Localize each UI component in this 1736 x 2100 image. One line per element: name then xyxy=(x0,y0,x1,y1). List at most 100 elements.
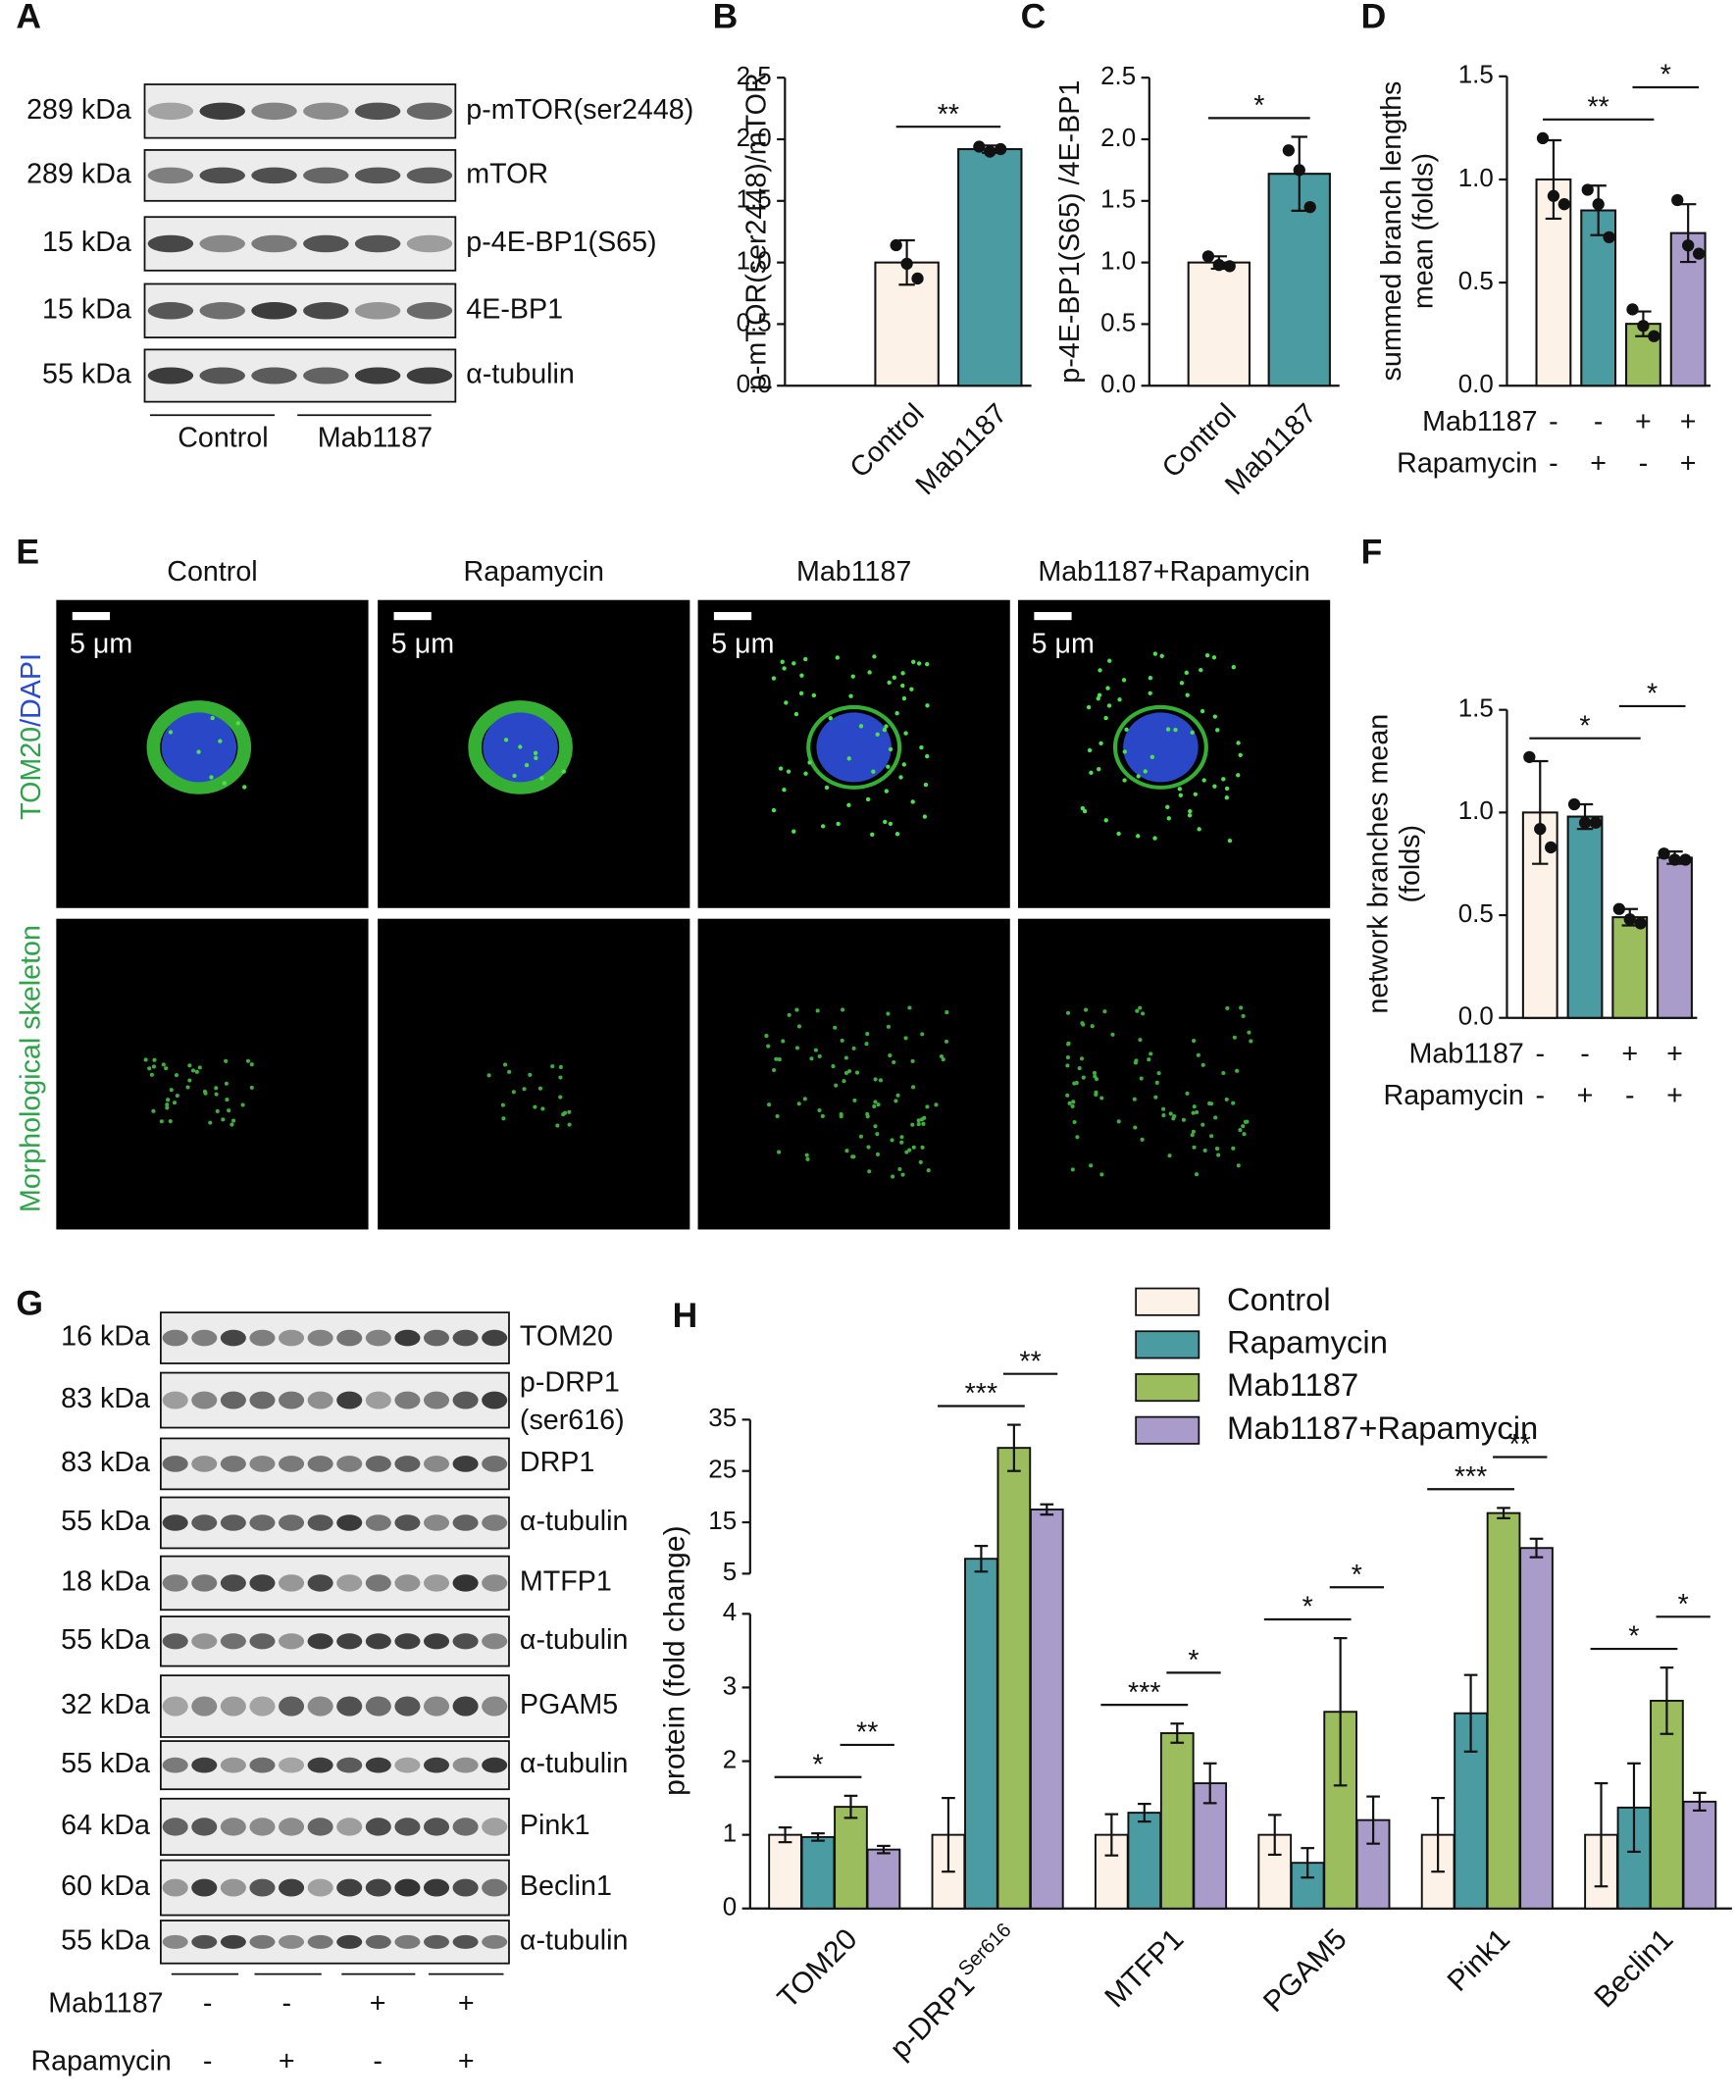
skeleton-dot xyxy=(766,1044,771,1049)
blot-band xyxy=(394,1757,421,1773)
skeleton-dot xyxy=(567,1109,572,1114)
mito-dot xyxy=(798,691,804,696)
skeleton-dot xyxy=(558,1095,563,1100)
skeleton-dot xyxy=(886,1011,891,1016)
mito-ring xyxy=(146,700,252,794)
scale-bar-label: 5 μm xyxy=(70,629,132,660)
mito-dot xyxy=(811,692,817,698)
mito-dot xyxy=(888,746,894,752)
skeleton-dot xyxy=(1066,1041,1071,1046)
skeleton-dot xyxy=(1139,1076,1144,1081)
blot-band xyxy=(354,102,401,121)
skeleton-dot xyxy=(920,1145,925,1150)
scale-bar-label: 5 μm xyxy=(391,629,454,660)
bar xyxy=(866,1848,901,1910)
skeleton-dot xyxy=(1249,1039,1253,1044)
significance-label: * xyxy=(812,1749,823,1780)
mito-dot xyxy=(534,755,538,760)
skeleton-dot xyxy=(1235,1068,1240,1073)
mito-dot xyxy=(1166,816,1171,821)
column-title: Mab1187 xyxy=(796,556,911,588)
skeleton-dot xyxy=(1084,1007,1089,1012)
significance-label: *** xyxy=(1128,1677,1160,1709)
bar xyxy=(1566,815,1604,1019)
mito-dot xyxy=(1236,773,1241,778)
skeleton-dot xyxy=(1231,1146,1236,1151)
skeleton-dot xyxy=(214,1086,219,1091)
blot-band xyxy=(220,1757,246,1773)
blot-name: α-tubulin xyxy=(520,1506,629,1537)
skeleton-dot xyxy=(1065,1063,1070,1068)
mito-ring xyxy=(468,700,573,794)
panel-letter: B xyxy=(713,0,739,35)
skeleton-dot xyxy=(920,1032,925,1037)
blot-band xyxy=(162,1391,188,1409)
mito-dot xyxy=(888,821,894,827)
x-tick-label: p-DRP1Ser616 xyxy=(880,1919,1027,2066)
blot-band xyxy=(147,367,194,384)
y-tick-label: 0.5 xyxy=(1458,268,1494,295)
blot-band xyxy=(482,1329,508,1347)
y-tick-label: 1.5 xyxy=(737,186,772,214)
legend-label: Control xyxy=(1227,1281,1331,1317)
skeleton-dot xyxy=(1213,1115,1218,1120)
skeleton-dot xyxy=(1192,1104,1197,1109)
blot-frame xyxy=(160,1920,510,1965)
skeleton-dot xyxy=(175,1093,179,1099)
skeleton-dot xyxy=(805,1156,810,1161)
blot-band xyxy=(394,1878,421,1897)
mito-dot xyxy=(835,655,841,660)
blot-band xyxy=(365,1329,391,1347)
skeleton-dot xyxy=(945,1010,949,1015)
blot-band xyxy=(423,1757,450,1773)
skeleton-dot xyxy=(900,1172,905,1177)
blot-band xyxy=(307,1818,333,1836)
mito-dot xyxy=(887,680,892,686)
mito-dot xyxy=(820,824,826,829)
blot-band xyxy=(406,167,453,184)
blot-image xyxy=(160,1740,510,1791)
mito-dot xyxy=(235,721,240,726)
skeleton-dot xyxy=(875,1132,880,1137)
bar xyxy=(1290,1862,1325,1910)
blot-band xyxy=(452,1633,479,1650)
data-point xyxy=(1578,816,1592,829)
blot-band xyxy=(482,1633,508,1650)
x-tick-label: Beclin1 xyxy=(1588,1922,1679,2014)
skeleton-dot xyxy=(1245,1119,1250,1124)
skeleton-dot xyxy=(1099,1096,1104,1101)
blot-size: 32 kDa xyxy=(61,1689,150,1720)
blot-band xyxy=(251,102,297,121)
skeleton-dot xyxy=(561,1112,566,1117)
skeleton-dot xyxy=(1089,1163,1094,1168)
skeleton-dot xyxy=(1209,1101,1214,1106)
skeleton-dot xyxy=(168,1119,173,1124)
blot-band xyxy=(336,1934,363,1949)
y-axis-title: mean (folds) xyxy=(1408,153,1440,309)
mito-dot xyxy=(1143,769,1148,774)
skeleton-dot xyxy=(550,1064,555,1069)
skeleton-dot xyxy=(1216,1152,1221,1157)
blot-frame xyxy=(160,1496,510,1550)
blot-band xyxy=(394,1329,421,1347)
skeleton-dot xyxy=(1070,1103,1075,1108)
y-tick-label: 0.0 xyxy=(737,371,772,398)
significance-label: ** xyxy=(1019,1346,1041,1377)
significance-label: * xyxy=(1647,679,1658,710)
mito-dot xyxy=(786,769,791,774)
treatment-sign: + xyxy=(1635,406,1652,437)
blot-band xyxy=(406,102,453,121)
skeleton-dot xyxy=(187,1063,192,1068)
skeleton-dot xyxy=(1133,1125,1138,1130)
blot-band xyxy=(406,302,453,320)
significance-label: * xyxy=(1188,1645,1199,1676)
treatment-sign: + xyxy=(1666,1039,1683,1070)
blot-name: α-tubulin xyxy=(466,359,575,390)
bar xyxy=(1519,1547,1554,1910)
panel-letter: D xyxy=(1361,0,1387,35)
x-tick-text: Pink1 xyxy=(1442,1922,1516,1997)
blot-band xyxy=(199,367,245,384)
blot-band xyxy=(249,1514,276,1531)
data-point xyxy=(1523,750,1536,763)
skeleton-dot xyxy=(842,1079,846,1084)
